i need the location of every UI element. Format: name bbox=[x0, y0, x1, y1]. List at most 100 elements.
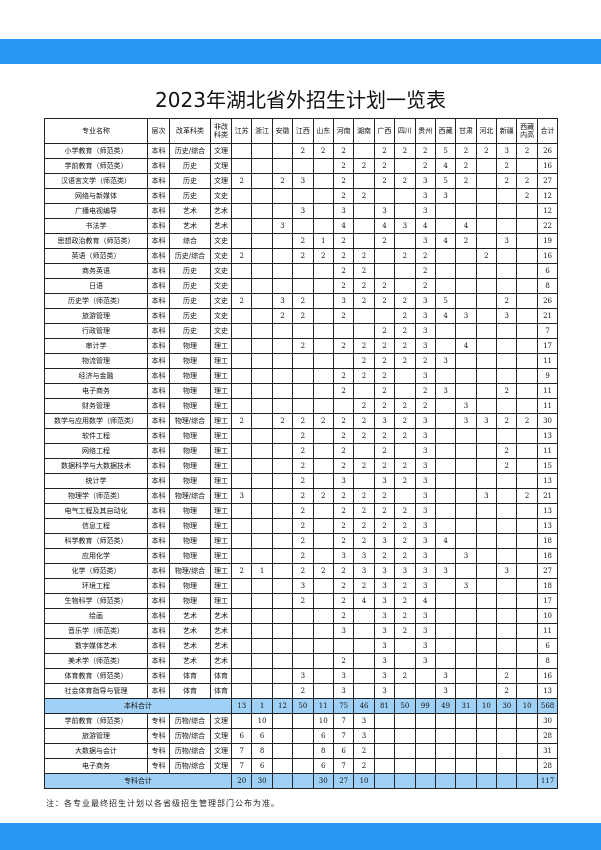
quota-cell: 2 bbox=[353, 188, 375, 204]
quota-cell: 2 bbox=[373, 143, 396, 159]
quota-cell bbox=[394, 743, 416, 759]
page-title: 2023年湖北省外招生计划一览表 bbox=[155, 88, 446, 112]
quota-cell: 2 bbox=[496, 683, 518, 699]
quota-cell bbox=[292, 188, 314, 204]
quota-cell: 2 bbox=[332, 173, 355, 189]
subject-category: 文理 bbox=[210, 728, 232, 744]
quota-cell: 2 bbox=[353, 353, 375, 369]
quota-cell bbox=[292, 278, 314, 294]
row-total: 6 bbox=[536, 263, 559, 279]
quota-cell: 3 bbox=[394, 563, 416, 579]
quota-cell bbox=[475, 518, 498, 534]
quota-cell bbox=[455, 668, 477, 684]
quota-cell bbox=[271, 713, 294, 729]
quota-cell bbox=[251, 503, 273, 519]
quota-cell bbox=[312, 383, 334, 399]
level: 本科 bbox=[147, 263, 170, 279]
subject-category: 文理 bbox=[210, 173, 232, 189]
major-name: 旅游管理 bbox=[44, 308, 148, 324]
quota-cell bbox=[251, 548, 273, 564]
quota-cell bbox=[230, 158, 253, 174]
subject-category: 理工 bbox=[210, 443, 232, 459]
quota-cell bbox=[516, 713, 538, 729]
quota-cell bbox=[455, 428, 477, 444]
quota-cell bbox=[496, 368, 518, 384]
level: 本科 bbox=[147, 398, 170, 414]
column-header: 江西 bbox=[292, 118, 314, 144]
quota-cell bbox=[475, 728, 498, 744]
subject-category: 体育 bbox=[169, 668, 211, 684]
subject-category: 历史/综合 bbox=[169, 248, 211, 264]
level: 本科 bbox=[147, 383, 170, 399]
subject-category: 艺术 bbox=[210, 203, 232, 219]
quota-cell bbox=[230, 218, 253, 234]
quota-cell bbox=[332, 323, 355, 339]
subject-category: 历史 bbox=[169, 278, 211, 294]
quota-cell bbox=[271, 248, 294, 264]
quota-cell bbox=[475, 368, 498, 384]
quota-cell bbox=[271, 518, 294, 534]
quota-cell: 2 bbox=[394, 473, 416, 489]
quota-cell bbox=[271, 683, 294, 699]
quota-cell: 2 bbox=[353, 398, 375, 414]
total-cell: 10 bbox=[475, 698, 498, 714]
quota-cell bbox=[271, 638, 294, 654]
quota-cell bbox=[251, 248, 273, 264]
quota-cell bbox=[516, 623, 538, 639]
quota-cell bbox=[516, 728, 538, 744]
subject-category: 文理 bbox=[210, 758, 232, 774]
quota-cell bbox=[292, 353, 314, 369]
quota-cell: 2 bbox=[312, 248, 334, 264]
subject-category: 文史 bbox=[210, 293, 232, 309]
quota-cell bbox=[475, 458, 498, 474]
quota-cell: 3 bbox=[414, 638, 436, 654]
quota-cell bbox=[475, 533, 498, 549]
quota-cell: 2 bbox=[292, 248, 314, 264]
quota-cell bbox=[475, 293, 498, 309]
quota-cell bbox=[516, 518, 538, 534]
row-total: 11 bbox=[536, 623, 559, 639]
subject-category: 艺术 bbox=[169, 608, 211, 624]
quota-cell bbox=[230, 443, 253, 459]
quota-cell bbox=[292, 158, 314, 174]
quota-cell bbox=[516, 218, 538, 234]
total-cell: 75 bbox=[332, 698, 355, 714]
table-row: 社会体育指导与管理 本科 体育 体育 2 3 3 3 2 13 bbox=[44, 683, 559, 699]
quota-cell bbox=[251, 683, 273, 699]
quota-cell bbox=[455, 353, 477, 369]
quota-cell bbox=[516, 203, 538, 219]
total-cell bbox=[292, 773, 314, 789]
row-total: 9 bbox=[536, 368, 559, 384]
row-total: 13 bbox=[536, 503, 559, 519]
total-cell: 50 bbox=[394, 698, 416, 714]
quota-cell: 2 bbox=[414, 383, 436, 399]
quota-cell bbox=[414, 713, 436, 729]
major-name: 统计学 bbox=[44, 473, 148, 489]
quota-cell bbox=[516, 443, 538, 459]
total-cell bbox=[373, 773, 396, 789]
row-total: 18 bbox=[536, 578, 559, 594]
quota-cell bbox=[332, 398, 355, 414]
quota-cell: 2 bbox=[353, 488, 375, 504]
level: 本科 bbox=[147, 413, 170, 429]
quota-cell bbox=[312, 353, 334, 369]
subject-category: 艺术 bbox=[210, 653, 232, 669]
subject-category: 艺术 bbox=[169, 653, 211, 669]
row-total: 7 bbox=[536, 323, 559, 339]
quota-cell bbox=[251, 668, 273, 684]
quota-cell bbox=[475, 383, 498, 399]
quota-cell bbox=[312, 323, 334, 339]
quota-cell: 2 bbox=[373, 518, 396, 534]
quota-cell bbox=[251, 158, 273, 174]
quota-cell bbox=[516, 563, 538, 579]
quota-cell: 7 bbox=[332, 728, 355, 744]
quota-cell bbox=[230, 188, 253, 204]
subject-category: 历史 bbox=[169, 293, 211, 309]
subject-category: 物理 bbox=[169, 473, 211, 489]
table-row: 绘画 本科 艺术 艺术 2 3 2 3 10 bbox=[44, 608, 559, 624]
table-row: 思想政治教育（师范类） 本科 综合 文史 2 1 2 2 3 4 2 3 19 bbox=[44, 233, 559, 249]
quota-cell: 2 bbox=[373, 383, 396, 399]
total-cell: 99 bbox=[414, 698, 436, 714]
quota-cell bbox=[230, 383, 253, 399]
quota-cell: 6 bbox=[251, 758, 273, 774]
